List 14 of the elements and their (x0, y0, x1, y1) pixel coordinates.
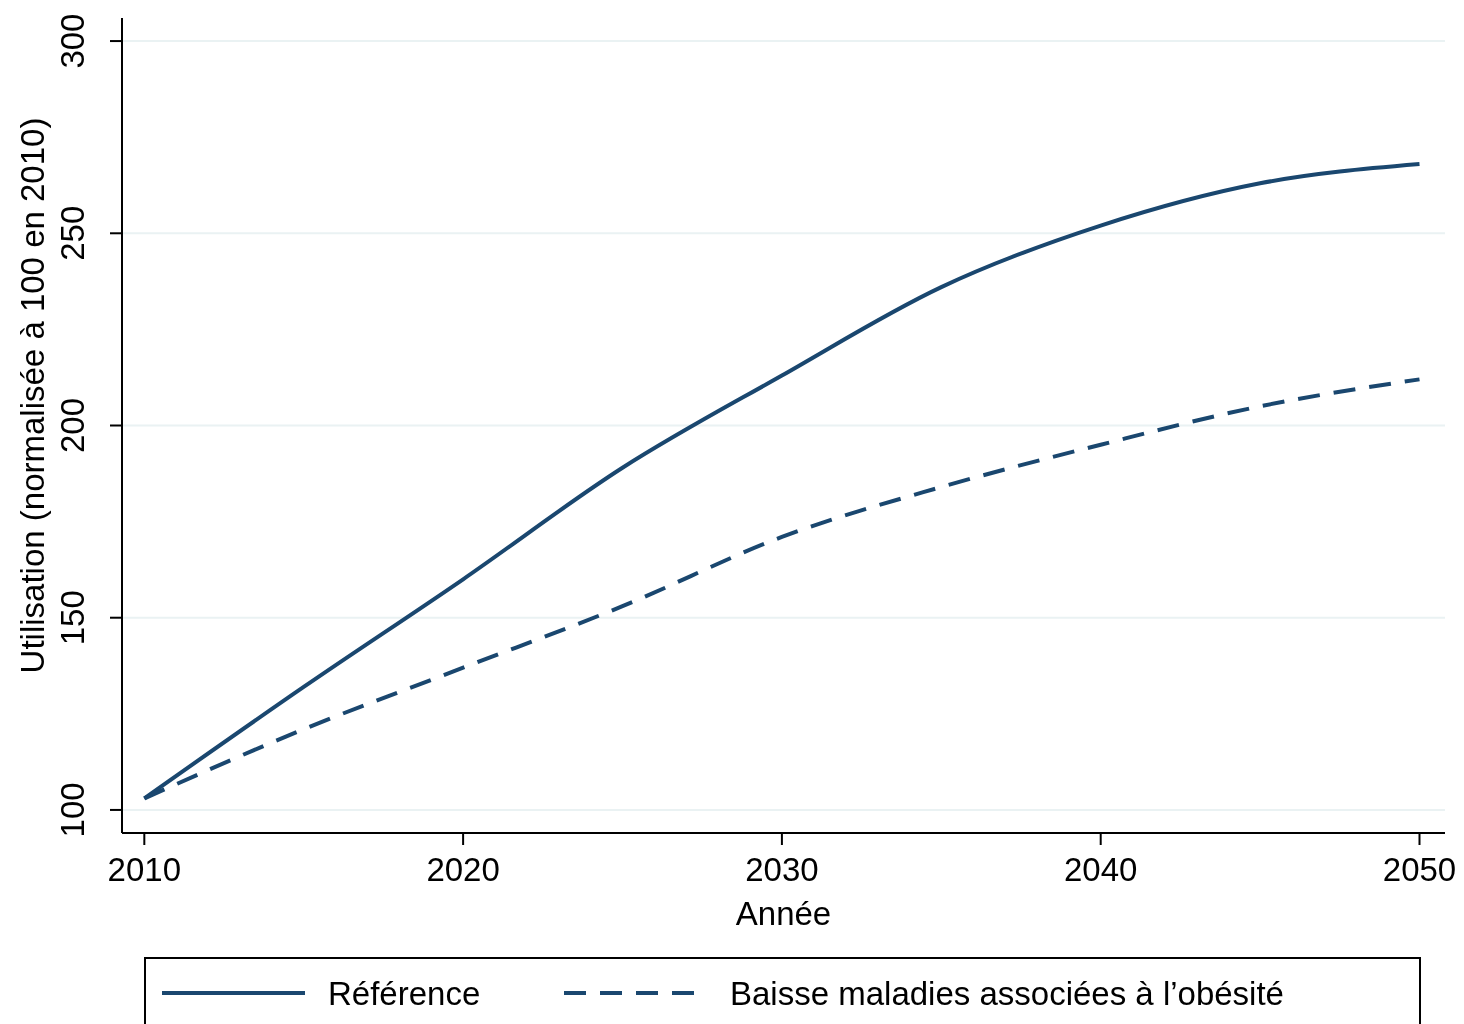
x-tick-label: 2030 (745, 851, 819, 888)
x-tick-label: 2010 (107, 851, 182, 888)
x-tick-label: 2040 (1063, 851, 1138, 888)
legend-label: Baisse maladies associées à l’obésité (730, 975, 1284, 1012)
y-tick-label: 300 (54, 13, 91, 69)
x-axis-title: Année (735, 895, 832, 932)
y-tick-label: 100 (54, 782, 91, 838)
y-tick-label: 250 (54, 205, 91, 261)
y-tick-label: 200 (54, 397, 91, 454)
y-axis-title: Utilisation (normalisée à 100 en 2010) (14, 117, 51, 674)
y-tick-label: 150 (54, 590, 91, 646)
x-tick-label: 2050 (1382, 851, 1457, 888)
x-tick-label: 2020 (426, 851, 500, 888)
legend-label: Référence (328, 975, 481, 1012)
